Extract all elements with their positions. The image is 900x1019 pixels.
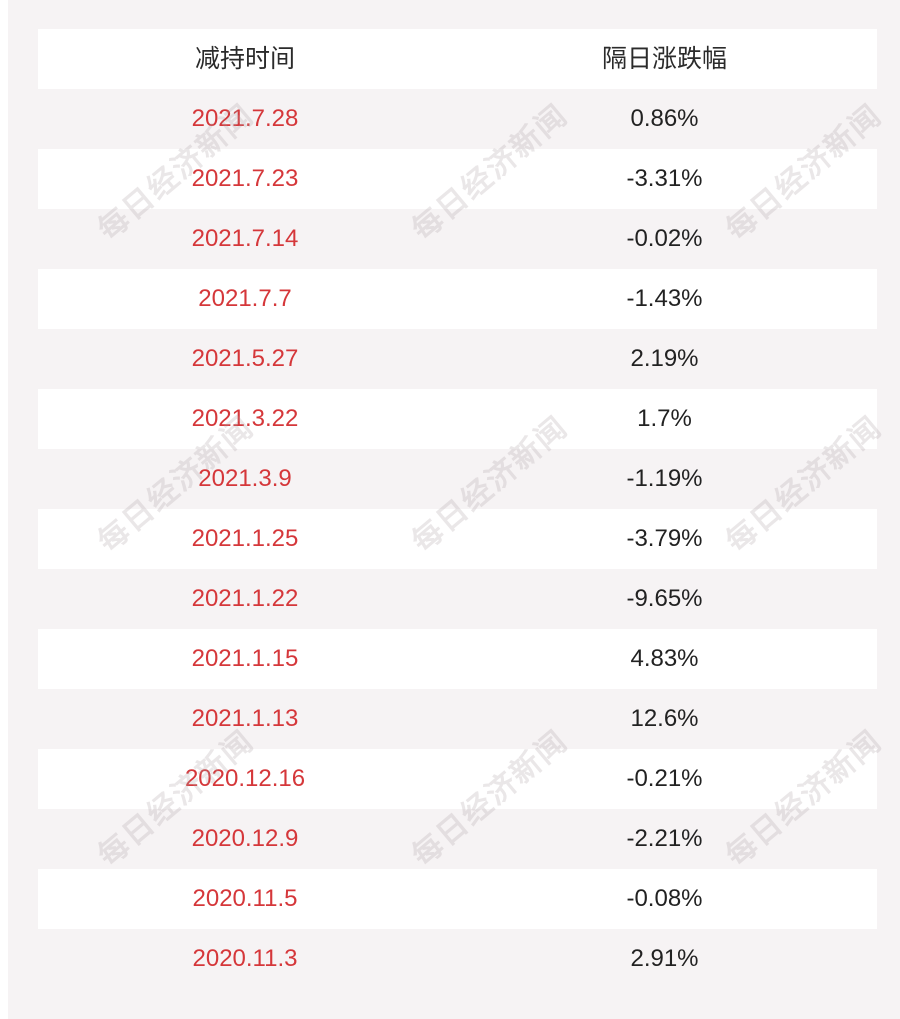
- change-cell: 2.19%: [630, 345, 699, 372]
- change-cell: -0.21%: [626, 765, 703, 792]
- change-cell: 1.7%: [637, 405, 692, 432]
- date-cell: 2020.11.5: [192, 885, 298, 912]
- date-cell: 2021.1.25: [191, 525, 299, 552]
- date-cell: 2021.5.27: [191, 345, 299, 372]
- change-cell: 2.91%: [630, 945, 699, 972]
- table-row: 2021.1.22 -9.65%: [38, 569, 877, 629]
- date-cell: 2021.1.22: [191, 585, 299, 612]
- date-cell: 2020.11.3: [192, 945, 298, 972]
- date-cell: 2021.7.28: [191, 105, 299, 132]
- date-cell: 2021.1.13: [191, 705, 299, 732]
- table-row: 2020.11.5 -0.08%: [38, 869, 877, 929]
- date-cell: 2021.7.7: [198, 285, 292, 312]
- date-cell: 2020.12.9: [191, 825, 299, 852]
- change-cell: -3.79%: [626, 525, 703, 552]
- date-cell: 2021.7.14: [191, 225, 299, 252]
- change-cell: -0.08%: [626, 885, 703, 912]
- table-row: 2021.3.22 1.7%: [38, 389, 877, 449]
- reduction-table: 减持时间 隔日涨跌幅 2021.7.28 0.86% 2021.7.23 -3.…: [38, 29, 877, 989]
- date-cell: 2021.3.9: [198, 465, 292, 492]
- table-row: 2021.3.9 -1.19%: [38, 449, 877, 509]
- change-cell: -0.02%: [626, 225, 703, 252]
- date-cell: 2020.12.16: [184, 765, 306, 792]
- table-row: 2021.7.28 0.86%: [38, 89, 877, 149]
- change-cell: -1.19%: [626, 465, 703, 492]
- table-row: 2021.1.15 4.83%: [38, 629, 877, 689]
- date-cell: 2021.7.23: [191, 165, 299, 192]
- header-next-day-change: 隔日涨跌幅: [601, 45, 727, 73]
- table-row: 2021.5.27 2.19%: [38, 329, 877, 389]
- change-cell: -1.43%: [626, 285, 703, 312]
- date-cell: 2021.1.15: [191, 645, 299, 672]
- change-cell: -3.31%: [626, 165, 703, 192]
- table-row: 2020.11.3 2.91%: [38, 929, 877, 989]
- change-cell: 0.86%: [630, 105, 699, 132]
- change-cell: 12.6%: [630, 705, 699, 732]
- header-reduction-date: 减持时间: [194, 45, 295, 73]
- change-cell: -9.65%: [626, 585, 703, 612]
- table-row: 2020.12.16 -0.21%: [38, 749, 877, 809]
- table-row: 2020.12.9 -2.21%: [38, 809, 877, 869]
- table-header-row: 减持时间 隔日涨跌幅: [38, 29, 877, 89]
- change-cell: -2.21%: [626, 825, 703, 852]
- table-row: 2021.1.13 12.6%: [38, 689, 877, 749]
- table-row: 2021.1.25 -3.79%: [38, 509, 877, 569]
- table-row: 2021.7.14 -0.02%: [38, 209, 877, 269]
- table-row: 2021.7.23 -3.31%: [38, 149, 877, 209]
- date-cell: 2021.3.22: [191, 405, 299, 432]
- change-cell: 4.83%: [630, 645, 699, 672]
- table-row: 2021.7.7 -1.43%: [38, 269, 877, 329]
